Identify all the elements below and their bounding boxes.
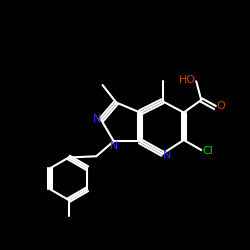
Text: O: O [216, 101, 225, 111]
Text: N: N [92, 114, 101, 124]
Text: Cl: Cl [203, 146, 214, 156]
Text: N: N [163, 150, 171, 160]
Text: N: N [110, 141, 118, 151]
Text: HO: HO [179, 75, 196, 85]
